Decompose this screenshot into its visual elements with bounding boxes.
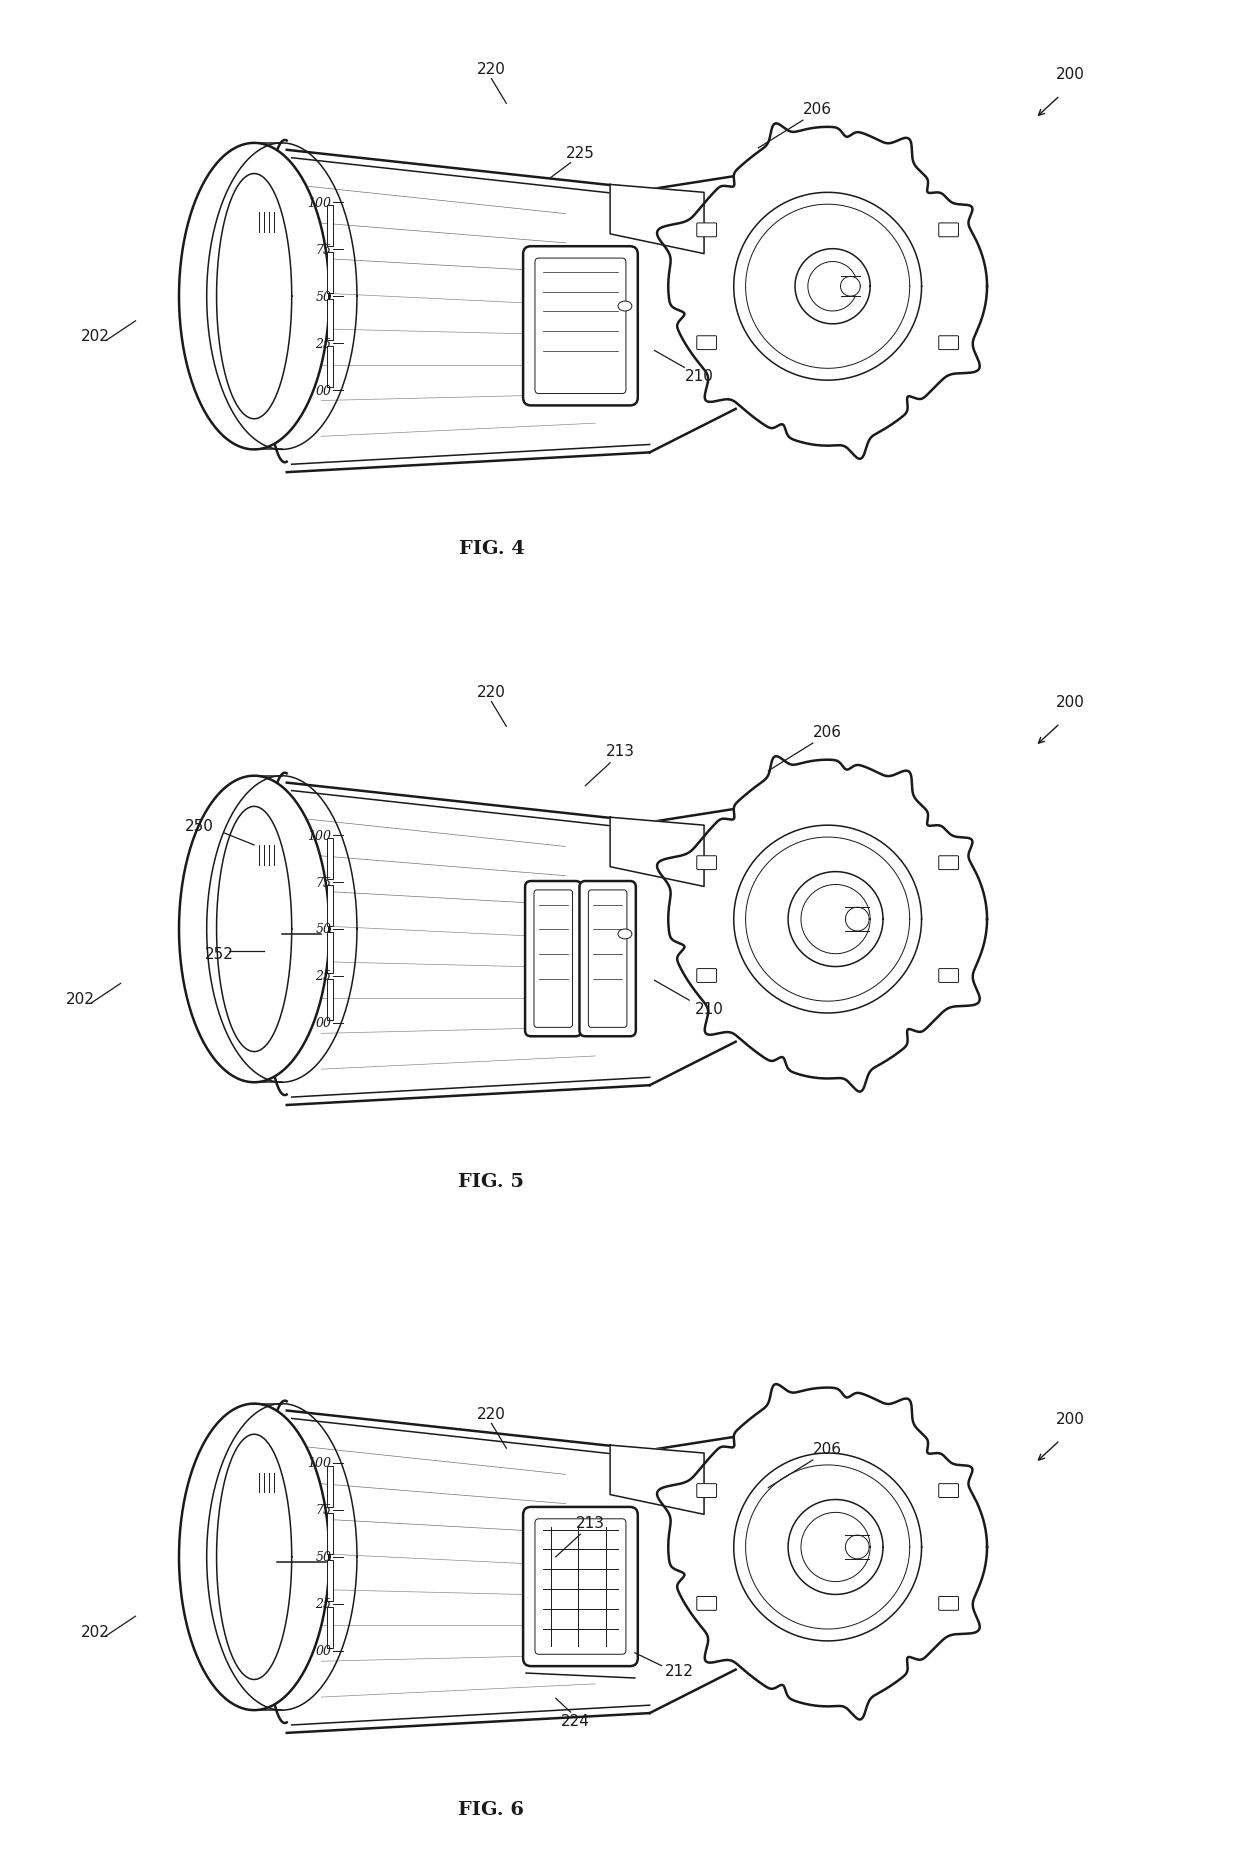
Bar (327, 1606, 334, 1647)
Text: 213: 213 (575, 1516, 605, 1530)
FancyBboxPatch shape (534, 890, 573, 1028)
FancyBboxPatch shape (697, 857, 717, 870)
Polygon shape (841, 276, 861, 297)
Text: 220: 220 (477, 1406, 506, 1421)
Polygon shape (263, 141, 650, 473)
Bar (327, 347, 334, 388)
Text: 210: 210 (694, 1002, 723, 1017)
Text: 252: 252 (205, 946, 233, 961)
FancyBboxPatch shape (939, 336, 959, 351)
Text: FIG. 6: FIG. 6 (459, 1799, 525, 1818)
Text: 225: 225 (565, 147, 595, 161)
Text: 220: 220 (477, 684, 506, 699)
Text: 25: 25 (315, 338, 331, 351)
FancyBboxPatch shape (939, 857, 959, 870)
Polygon shape (657, 124, 987, 460)
Text: 00: 00 (315, 384, 331, 397)
Polygon shape (846, 907, 869, 931)
Polygon shape (789, 1499, 883, 1595)
Text: 200: 200 (1055, 1412, 1084, 1426)
Text: 75: 75 (315, 1504, 331, 1517)
Polygon shape (610, 818, 704, 887)
Ellipse shape (618, 302, 632, 312)
Text: 206: 206 (813, 1441, 842, 1456)
Bar (327, 1514, 334, 1554)
Bar (327, 301, 334, 341)
Ellipse shape (618, 929, 632, 939)
Bar (327, 838, 334, 879)
Bar (327, 885, 334, 926)
Text: 100: 100 (308, 197, 331, 210)
FancyBboxPatch shape (697, 1484, 717, 1497)
FancyBboxPatch shape (534, 260, 626, 395)
Text: 00: 00 (315, 1644, 331, 1657)
Polygon shape (610, 1445, 704, 1514)
Bar (327, 933, 334, 974)
Polygon shape (657, 1384, 987, 1720)
FancyBboxPatch shape (697, 224, 717, 237)
Text: 213: 213 (605, 744, 635, 759)
Polygon shape (846, 1536, 869, 1558)
Polygon shape (263, 1401, 650, 1733)
Bar (327, 1465, 334, 1506)
FancyBboxPatch shape (525, 881, 582, 1037)
FancyBboxPatch shape (697, 968, 717, 983)
Text: 212: 212 (665, 1664, 693, 1679)
Text: 220: 220 (477, 63, 506, 78)
Polygon shape (789, 872, 883, 966)
Text: 202: 202 (81, 328, 110, 343)
Polygon shape (795, 250, 870, 325)
FancyBboxPatch shape (523, 247, 637, 406)
Text: 75: 75 (315, 243, 331, 256)
FancyBboxPatch shape (534, 1519, 626, 1655)
Polygon shape (179, 775, 330, 1083)
Text: 250: 250 (185, 818, 215, 833)
Polygon shape (217, 1434, 291, 1679)
Text: FIG. 5: FIG. 5 (459, 1172, 525, 1191)
Polygon shape (657, 757, 987, 1093)
Text: FIG. 4: FIG. 4 (459, 540, 525, 558)
Bar (327, 252, 334, 295)
FancyBboxPatch shape (588, 890, 627, 1028)
FancyBboxPatch shape (579, 881, 636, 1037)
Polygon shape (217, 807, 291, 1052)
Polygon shape (263, 774, 650, 1106)
FancyBboxPatch shape (939, 224, 959, 237)
Text: 00: 00 (315, 1017, 331, 1030)
Polygon shape (610, 186, 704, 254)
Text: 210: 210 (684, 369, 713, 384)
Polygon shape (217, 174, 291, 419)
Text: 75: 75 (315, 876, 331, 889)
Text: 25: 25 (315, 970, 331, 983)
Text: 206: 206 (804, 102, 832, 117)
Text: 206: 206 (813, 723, 842, 740)
FancyBboxPatch shape (939, 1484, 959, 1497)
Text: 50: 50 (315, 924, 331, 937)
Text: 202: 202 (81, 1623, 110, 1638)
FancyBboxPatch shape (939, 968, 959, 983)
Text: 200: 200 (1055, 67, 1084, 82)
Text: 100: 100 (308, 829, 331, 842)
Bar (327, 206, 334, 247)
Text: 50: 50 (315, 291, 331, 304)
Text: 200: 200 (1055, 694, 1084, 710)
Bar (327, 1560, 334, 1601)
FancyBboxPatch shape (523, 1506, 637, 1666)
Text: 202: 202 (66, 991, 95, 1005)
Text: 224: 224 (560, 1712, 590, 1727)
Polygon shape (179, 145, 330, 451)
Bar (327, 979, 334, 1020)
Polygon shape (179, 1404, 330, 1710)
Text: 50: 50 (315, 1551, 331, 1564)
FancyBboxPatch shape (939, 1597, 959, 1610)
FancyBboxPatch shape (697, 1597, 717, 1610)
Text: 100: 100 (308, 1456, 331, 1469)
Text: 25: 25 (315, 1597, 331, 1610)
FancyBboxPatch shape (697, 336, 717, 351)
